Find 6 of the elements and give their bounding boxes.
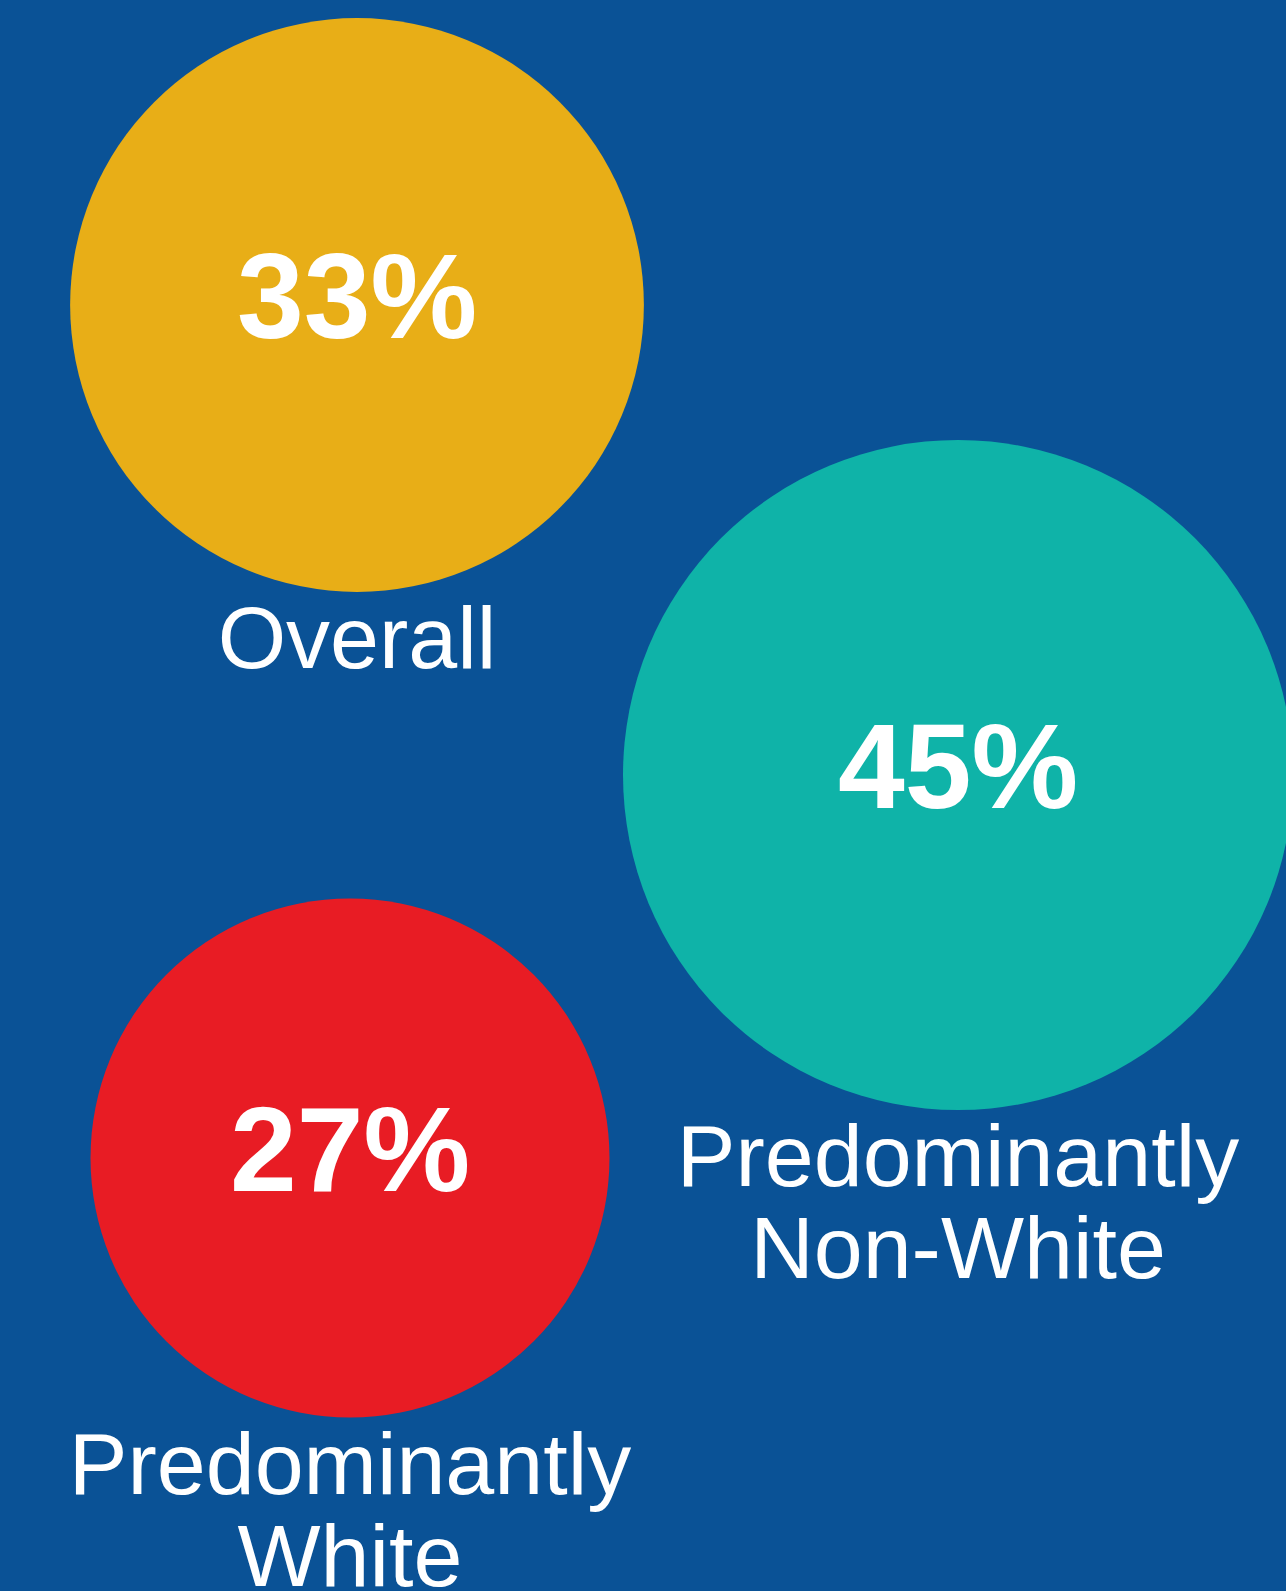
- data-label: 27%: [229, 1082, 471, 1217]
- category-label: Overall: [217, 588, 497, 688]
- category-label: Predominantly White: [68, 1413, 632, 1591]
- data-label: 33%: [236, 229, 478, 364]
- data-label: 45%: [837, 699, 1079, 834]
- category-label: Predominantly Non-White: [676, 1106, 1240, 1298]
